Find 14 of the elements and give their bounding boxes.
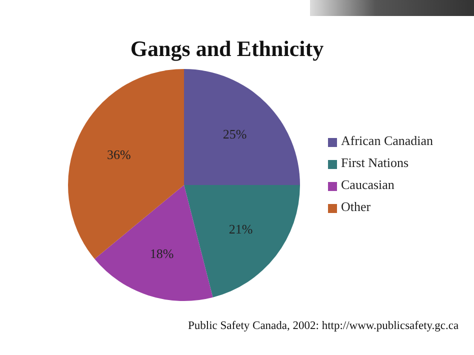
pie-slice [94, 185, 213, 301]
pie-slice [184, 185, 300, 298]
legend-label: African Canadian [341, 133, 434, 148]
chart-title: Gangs and Ethnicity [129, 36, 325, 62]
pie-slice [184, 69, 300, 185]
data-label: 25% [222, 126, 247, 142]
data-label: 21% [228, 222, 253, 237]
data-label: 36% [107, 146, 132, 162]
legend-label: First Nations [341, 155, 409, 170]
data-label: 18% [150, 246, 174, 261]
text: Public Safety Canada, 2002: http://www.publicsafety.gc.ca [188, 320, 459, 332]
pie-slice [68, 69, 184, 259]
legend-label: Caucasian [341, 177, 394, 192]
legend-label: Other [341, 199, 371, 214]
